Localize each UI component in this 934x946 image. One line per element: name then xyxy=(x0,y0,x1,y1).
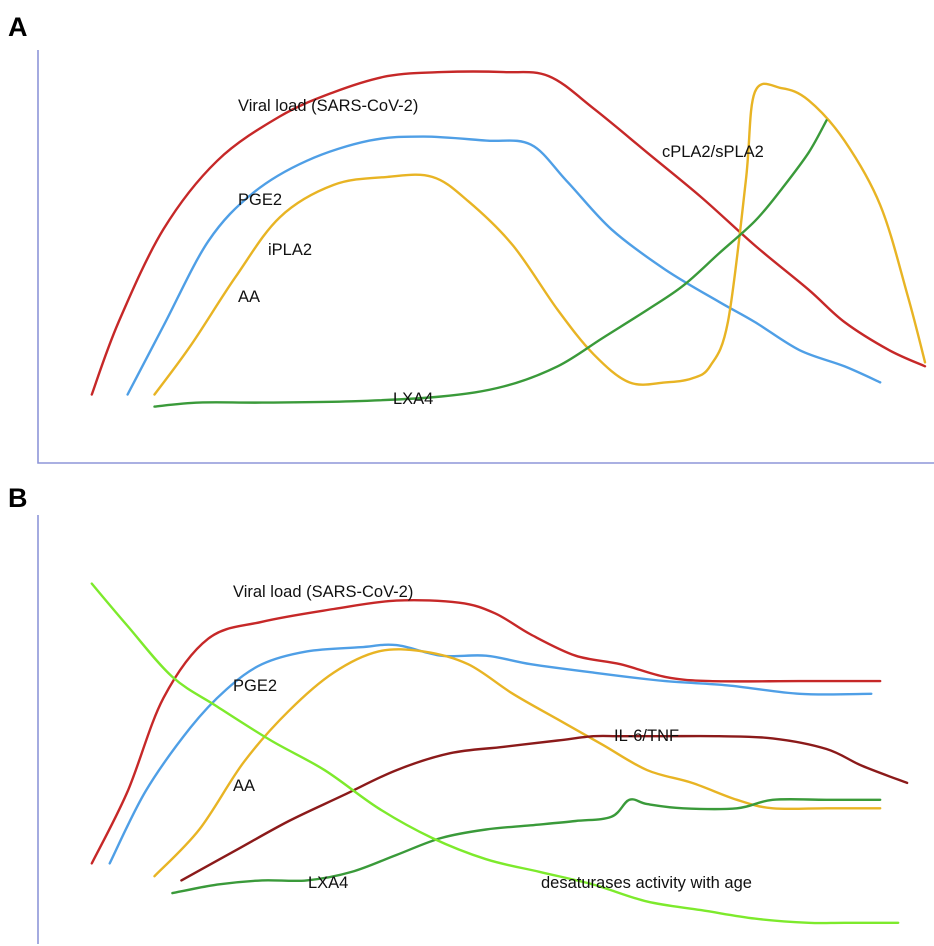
series-line-lxa4 xyxy=(153,119,828,408)
panel-a-axes xyxy=(37,50,934,464)
series-line-il6_tnf xyxy=(180,734,909,882)
series-line-viral_load xyxy=(90,598,882,865)
series-line-aa xyxy=(153,648,882,878)
label-lxa4-b: LXA4 xyxy=(308,874,348,892)
series-line-aa xyxy=(153,82,927,396)
label-pge2-a: PGE2 xyxy=(238,191,282,209)
panel-b-curves xyxy=(90,582,909,925)
label-lxa4-a: LXA4 xyxy=(393,390,433,408)
label-pge2-b: PGE2 xyxy=(233,677,277,695)
label-aa-a: AA xyxy=(238,288,260,306)
label-ipla2-a: iPLA2 xyxy=(268,241,312,259)
series-line-lxa4 xyxy=(171,797,882,895)
series-line-desaturases xyxy=(90,582,900,925)
series-line-viral_load xyxy=(90,70,927,396)
label-viral-load-a: Viral load (SARS-CoV-2) xyxy=(238,97,418,115)
panel-b: B Viral load (SARS-CoV-2) PGE2 AA IL-6/T… xyxy=(8,483,909,944)
panel-a-curves xyxy=(90,70,927,408)
panel-a-letter: A xyxy=(8,12,28,42)
label-il6-tnf-b: IL-6/TNF xyxy=(614,727,679,745)
panel-b-letter: B xyxy=(8,483,28,513)
label-desaturases-b: desaturases activity with age xyxy=(541,874,752,892)
label-cpla2-spla2-a: cPLA2/sPLA2 xyxy=(662,143,764,161)
label-aa-b: AA xyxy=(233,777,255,795)
panel-a: A Viral load (SARS-CoV-2) PGE2 iPLA2 AA … xyxy=(8,12,934,464)
series-line-pge2 xyxy=(126,135,882,396)
label-viral-load-b: Viral load (SARS-CoV-2) xyxy=(233,583,413,601)
